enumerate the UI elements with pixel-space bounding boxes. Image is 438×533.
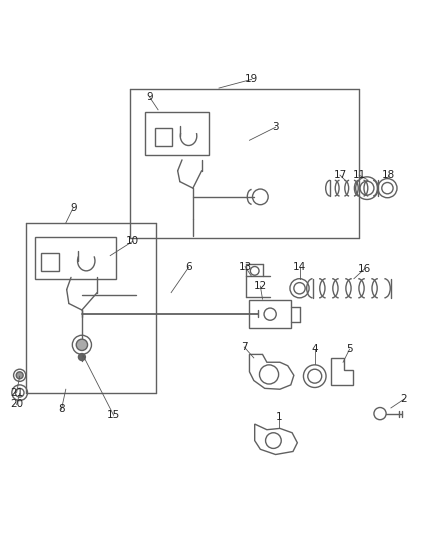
Text: 11: 11: [353, 170, 366, 180]
Text: 5: 5: [346, 344, 353, 354]
Text: 2: 2: [401, 394, 407, 404]
Text: 12: 12: [254, 281, 267, 291]
Text: 7: 7: [241, 342, 247, 352]
Text: 6: 6: [185, 262, 192, 272]
Bar: [42, 253, 59, 271]
Text: 8: 8: [58, 404, 65, 414]
Text: 15: 15: [107, 410, 120, 421]
Text: 14: 14: [293, 262, 306, 271]
Text: 9: 9: [146, 92, 153, 102]
Text: 21: 21: [10, 387, 23, 398]
Bar: [155, 128, 172, 146]
Text: 9: 9: [70, 203, 77, 213]
Text: 17: 17: [333, 170, 346, 180]
Bar: [145, 111, 209, 155]
Text: 13: 13: [238, 262, 252, 271]
Bar: [35, 237, 116, 279]
Text: 1: 1: [276, 411, 283, 422]
Text: 3: 3: [272, 122, 279, 132]
Text: 19: 19: [245, 75, 258, 84]
Circle shape: [16, 372, 23, 379]
Circle shape: [76, 339, 88, 351]
Text: 20: 20: [10, 399, 23, 409]
Text: 16: 16: [358, 264, 371, 273]
Text: 4: 4: [311, 344, 318, 354]
Text: 18: 18: [382, 170, 396, 180]
Text: 10: 10: [126, 236, 139, 246]
Circle shape: [78, 353, 85, 360]
Bar: [250, 300, 291, 328]
